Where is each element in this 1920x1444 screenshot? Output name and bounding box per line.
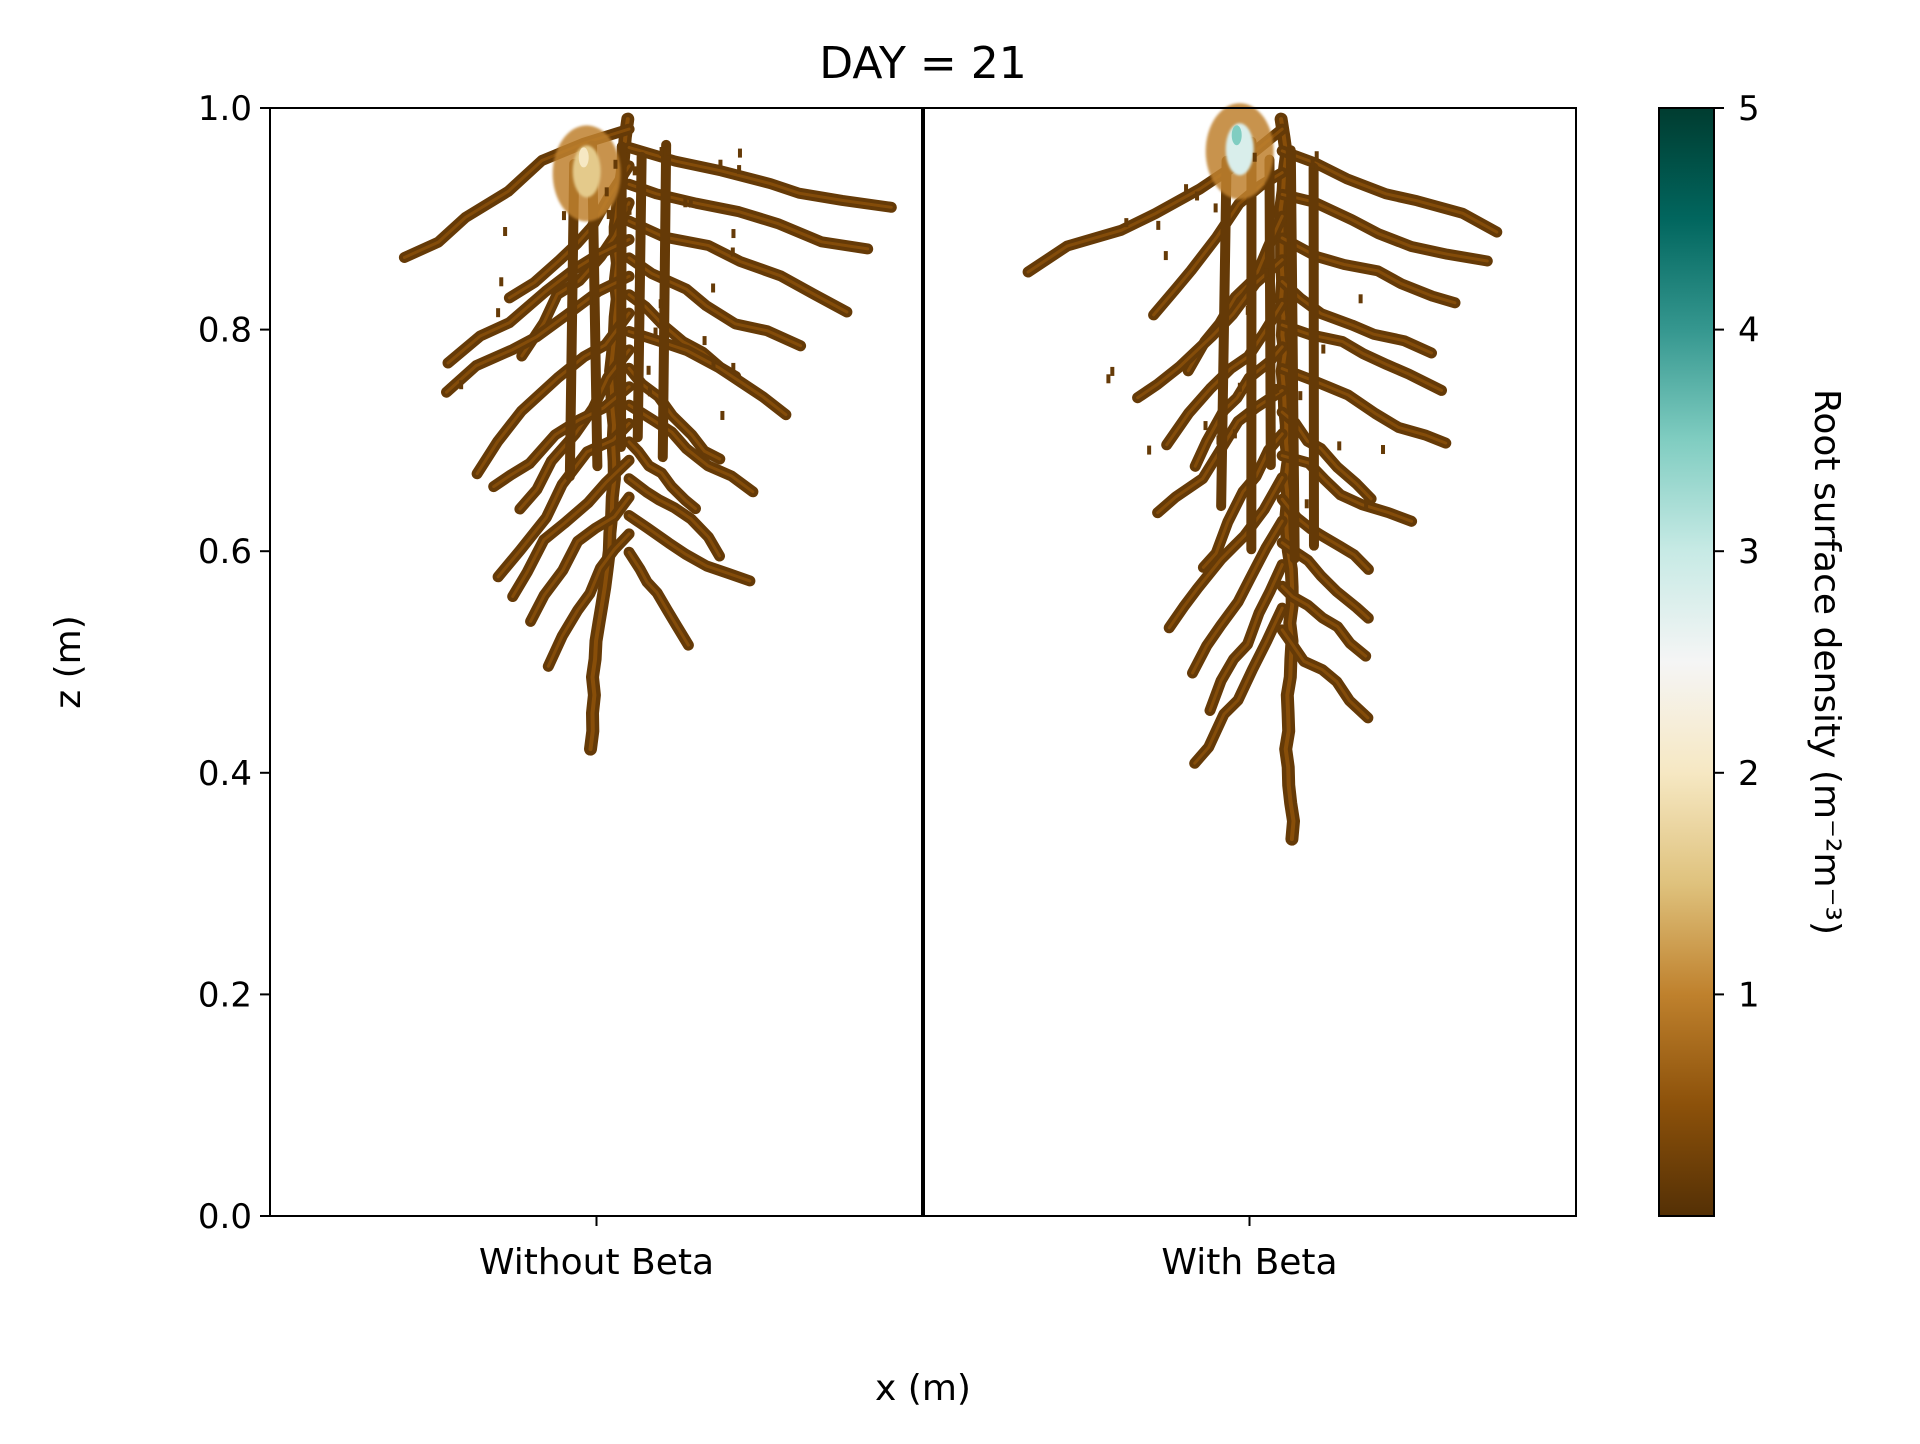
colorbar-tick-label: 4: [1738, 311, 1760, 351]
secondary-root: [1291, 150, 1295, 558]
root-speck: [659, 299, 663, 308]
root-speck: [1238, 383, 1242, 392]
root-speck: [1364, 501, 1368, 510]
secondary-root: [638, 157, 642, 437]
root-speck: [1216, 436, 1220, 445]
root-speck: [647, 366, 651, 375]
x-tick-label: Without Beta: [479, 1242, 714, 1283]
chart-title: DAY = 21: [819, 38, 1027, 89]
root-speck: [1315, 151, 1319, 160]
root-speck: [1264, 268, 1268, 277]
root-speck: [1337, 441, 1341, 450]
root-speck: [503, 227, 507, 236]
x-axis: Without Beta With Beta: [479, 1216, 1338, 1283]
root-speck: [1164, 251, 1168, 260]
y-axis-label: z (m): [48, 615, 89, 709]
root-speck: [628, 206, 632, 215]
root-speck: [703, 336, 707, 345]
root-speck: [737, 165, 741, 174]
y-tick-label: 1.0: [198, 89, 252, 129]
root-speck: [711, 360, 715, 369]
root-speck: [593, 295, 597, 304]
colorbar: 1 2 3 4 5 Root surface density (m⁻²m⁻³): [1659, 89, 1847, 1216]
root-speck: [731, 229, 735, 238]
crown-peak-core: [579, 147, 589, 167]
secondary-root: [663, 145, 666, 457]
root-speck: [1321, 345, 1325, 354]
root-speck: [1290, 242, 1294, 251]
secondary-root: [1269, 160, 1270, 465]
root-speck: [1273, 385, 1277, 394]
colorbar-tick-label: 3: [1738, 532, 1760, 572]
root-speck: [459, 380, 463, 389]
root-speck: [1233, 429, 1237, 438]
root-speck: [683, 198, 687, 207]
y-tick-label: 0.6: [198, 532, 252, 572]
root-speck: [711, 283, 715, 292]
secondary-root: [621, 146, 622, 447]
root-speck: [1305, 499, 1309, 508]
root-speck: [1311, 159, 1315, 168]
root-speck: [1214, 203, 1218, 212]
root-speck: [1381, 445, 1385, 454]
root-speck: [607, 210, 611, 219]
root-speck: [1248, 409, 1252, 418]
y-tick-label: 0.8: [198, 311, 252, 351]
root-speck: [562, 211, 566, 220]
root-speck: [667, 147, 671, 156]
y-tick-label: 0.0: [198, 1197, 252, 1237]
root-speck: [718, 160, 722, 169]
root-speck: [731, 363, 735, 372]
crown-peak-core: [1232, 125, 1242, 145]
root-speck: [1156, 221, 1160, 230]
colorbar-label: Root surface density (m⁻²m⁻³): [1806, 389, 1847, 935]
root-speck: [1195, 191, 1199, 200]
root-speck: [660, 147, 664, 156]
plot-area: [270, 103, 1576, 1216]
colorbar-tick-label: 2: [1738, 754, 1760, 794]
colorbar-fill: [1659, 108, 1714, 1216]
root-speck: [654, 328, 658, 337]
root-speck: [1147, 446, 1151, 455]
root-speck: [1246, 306, 1250, 315]
root-speck: [648, 387, 652, 396]
root-speck: [1359, 294, 1363, 303]
root-speck: [499, 277, 503, 286]
root-speck: [720, 411, 724, 420]
colorbar-ticks: 1 2 3 4 5: [1714, 89, 1760, 1015]
root-speck: [731, 248, 735, 257]
y-tick-label: 0.2: [198, 975, 252, 1015]
root-speck: [1253, 153, 1257, 162]
root-speck: [1315, 261, 1319, 270]
root-speck: [1184, 184, 1188, 193]
root-speck: [613, 160, 617, 169]
colorbar-tick-label: 5: [1738, 89, 1760, 129]
root-speck: [1106, 374, 1110, 383]
root-speck: [605, 187, 609, 196]
root-speck: [1124, 218, 1128, 227]
root-speck: [689, 199, 693, 208]
root-speck: [1110, 367, 1114, 376]
y-tick-label: 0.4: [198, 754, 252, 794]
root-speck: [567, 283, 571, 292]
root-speck: [496, 308, 500, 317]
root-speck: [633, 166, 637, 175]
root-speck: [738, 149, 742, 158]
root-speck: [1298, 391, 1302, 400]
x-axis-label: x (m): [875, 1368, 971, 1409]
root-speck: [1204, 421, 1208, 430]
x-tick-label: With Beta: [1161, 1242, 1337, 1283]
y-axis: 0.0 0.2 0.4 0.6 0.8 1.0: [198, 89, 270, 1237]
colorbar-tick-label: 1: [1738, 975, 1760, 1015]
secondary-root: [1221, 161, 1226, 506]
